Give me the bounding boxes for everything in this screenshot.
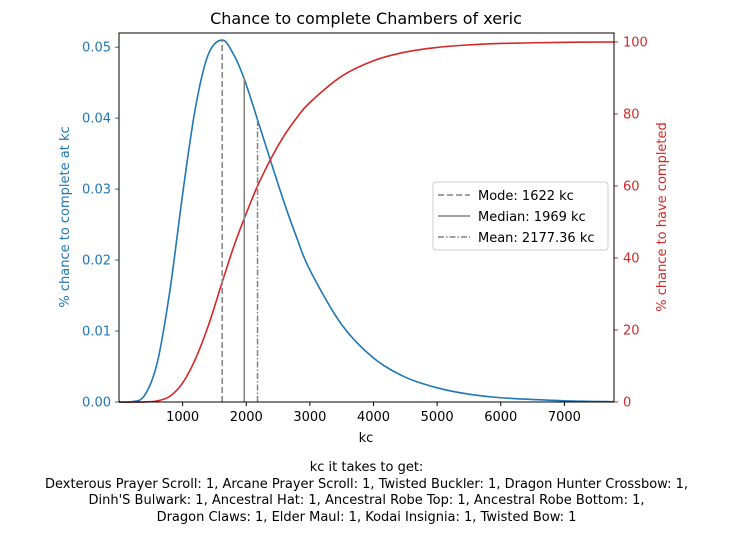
legend-mean-label: Mean: 2177.36 kc: [478, 231, 595, 246]
plot-area: 1000 2000 3000 4000 5000 6000 70000.000.010.02…: [82, 36, 648, 426]
y-tick-label-right: 80: [623, 108, 640, 123]
caption-line: Dexterous Prayer Scroll: 1, Arcane Praye…: [44, 476, 688, 492]
y-tick-label-left: 0.05: [82, 41, 111, 56]
x-tick-label: 1000: [166, 410, 199, 425]
y-tick-label-right: 60: [623, 180, 640, 195]
caption: kc it takes to get: Dexterous Prayer Scr…: [0, 460, 733, 526]
y-tick-label-left: 0.02: [82, 254, 111, 269]
legend-median-label: Median: 1969 kc: [478, 210, 586, 225]
x-tick-label: 3000: [293, 410, 326, 425]
caption-line: kc it takes to get:: [309, 460, 424, 475]
x-tick-label: 4000: [357, 410, 390, 425]
y-tick-label-left: 0.03: [82, 183, 111, 198]
x-tick-label: 6000: [484, 410, 517, 425]
y-tick-label-left: 0.01: [82, 325, 111, 340]
y-tick-label-right: 0: [623, 396, 631, 411]
y-tick-label-left: 0.04: [82, 112, 111, 127]
y-axis-label-right: % chance to have completed: [655, 122, 670, 312]
series-line-pdf: [118, 39, 615, 404]
x-tick-label: 7000: [548, 410, 581, 425]
legend-mode-label: Mode: 1622 kc: [478, 189, 574, 204]
caption-line: Dragon Claws: 1, Elder Maul: 1, Kodai In…: [156, 509, 577, 525]
y-axis-label-left: % chance to complete at kc: [58, 126, 73, 307]
x-axis-label: kc: [359, 431, 374, 446]
series-line-cdf: [118, 41, 615, 403]
x-tick-label: 5000: [421, 410, 454, 425]
legend: Mode: 1622 kc Median: 1969 kc Mean: 2177…: [432, 181, 609, 251]
y-tick-label-right: 40: [623, 252, 640, 267]
caption-line: Dinh'S Bulwark: 1, Ancestral Hat: 1, Anc…: [88, 493, 645, 508]
y-tick-label-left: 0.00: [82, 396, 111, 411]
y-tick-label-right: 100: [623, 36, 648, 51]
y-tick-label-right: 20: [623, 324, 640, 339]
legend-box: [432, 181, 609, 251]
x-tick-label: 2000: [230, 410, 263, 425]
plot-frame: [118, 32, 615, 403]
chart-title: Chance to complete Chambers of xeric: [210, 9, 522, 28]
